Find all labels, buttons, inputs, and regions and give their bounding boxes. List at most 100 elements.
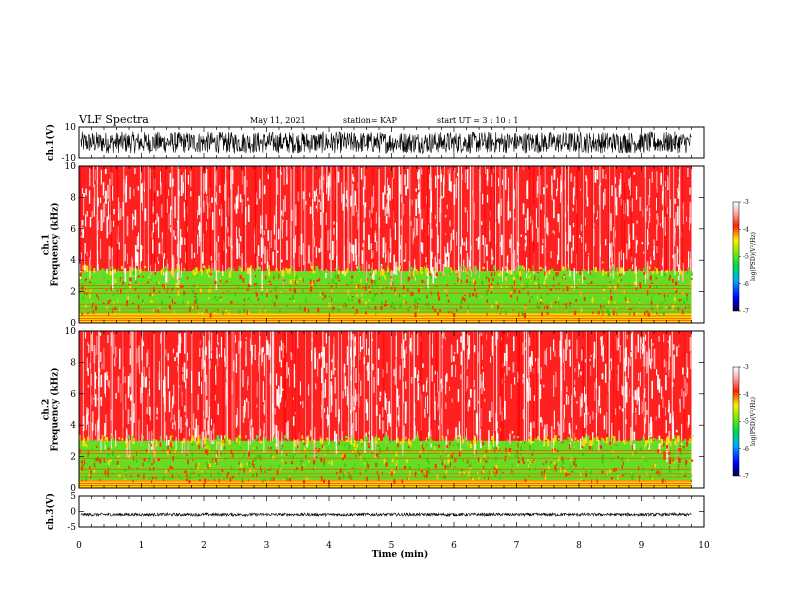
spectral-speckle <box>633 306 635 309</box>
spectral-speckle <box>215 270 218 290</box>
spectral-speckle <box>665 231 667 236</box>
spectral-speckle <box>602 345 604 362</box>
spectral-speckle <box>224 458 227 460</box>
colorbar-label: log(PSD)(V²/Hz) <box>750 397 757 446</box>
spectral-speckle <box>354 313 356 315</box>
spectral-speckle <box>553 276 555 281</box>
spectral-speckle <box>108 312 110 316</box>
spectral-speckle <box>307 477 309 480</box>
spectral-speckle <box>489 470 491 475</box>
spectral-speckle <box>446 268 449 276</box>
spectral-speckle <box>262 437 264 442</box>
spectral-speckle <box>140 387 142 404</box>
spectral-speckle <box>122 202 124 217</box>
spectral-speckle <box>184 415 187 418</box>
spectral-speckle <box>218 252 220 274</box>
spectral-speckle <box>585 217 586 226</box>
spectral-speckle <box>261 225 263 229</box>
spectral-speckle <box>565 277 567 280</box>
spectral-speckle <box>215 458 217 462</box>
spectral-speckle <box>627 459 629 462</box>
spectral-speckle <box>208 463 211 468</box>
spectral-speckle <box>563 275 565 278</box>
spectral-speckle <box>306 440 310 444</box>
spectral-speckle <box>305 200 307 205</box>
spectral-speckle <box>342 431 343 441</box>
spectral-speckle <box>576 401 578 404</box>
spectral-speckle <box>475 436 477 442</box>
spectral-speckle <box>387 414 389 431</box>
spectral-speckle <box>281 388 284 391</box>
spectral-speckle <box>591 479 593 485</box>
spectral-speckle <box>96 420 98 432</box>
spectral-speckle <box>223 283 225 286</box>
spectral-speckle <box>570 457 573 459</box>
spectral-speckle <box>370 250 373 259</box>
spectral-speckle <box>82 295 84 301</box>
spectral-speckle <box>624 295 626 300</box>
spectral-speckle <box>102 276 105 278</box>
spectral-speckle <box>109 459 112 462</box>
spectral-speckle <box>305 455 307 458</box>
spectral-speckle <box>372 363 374 371</box>
spectral-speckle <box>542 268 545 271</box>
spectral-speckle <box>636 220 638 224</box>
spectral-speckle <box>642 336 645 352</box>
spectral-speckle <box>658 306 661 310</box>
spectral-speckle <box>593 269 595 275</box>
spectral-speckle <box>573 460 575 466</box>
spectral-speckle <box>293 470 296 473</box>
spectral-speckle <box>573 268 575 281</box>
spectral-speckle <box>356 293 358 297</box>
spectral-speckle <box>118 465 120 468</box>
spectral-speckle <box>365 399 368 414</box>
spectral-speckle <box>370 243 372 250</box>
spectral-speckle <box>522 409 525 420</box>
spectral-speckle <box>629 358 631 366</box>
spectral-speckle <box>361 441 363 446</box>
spectral-speckle <box>538 305 540 309</box>
spectral-speckle <box>603 284 605 289</box>
spectral-speckle <box>403 381 404 404</box>
spectral-speckle <box>687 471 689 473</box>
spectral-speckle <box>154 271 157 275</box>
spectral-speckle <box>684 438 687 445</box>
spectral-speckle <box>236 226 238 248</box>
spectral-speckle <box>276 177 279 195</box>
spectral-speckle <box>117 456 120 458</box>
spectral-speckle <box>673 354 675 377</box>
figure-title: VLF Spectra <box>78 113 149 126</box>
spectral-speckle <box>460 435 462 456</box>
spectral-speckle <box>477 401 479 404</box>
y-tick-label: 10 <box>65 123 77 133</box>
spectral-speckle <box>111 437 115 445</box>
spectral-speckle <box>90 288 92 292</box>
colorbar-tick-label: -3 <box>743 199 749 206</box>
spectral-speckle <box>115 346 117 358</box>
spectral-speckle <box>485 275 488 279</box>
spectral-speckle <box>184 169 187 182</box>
spectral-speckle <box>542 238 544 244</box>
spectral-speckle <box>431 267 433 275</box>
spectral-speckle <box>319 201 322 210</box>
spectral-speckle <box>184 470 187 474</box>
spectral-speckle <box>666 436 670 443</box>
spectral-speckle <box>600 437 604 445</box>
spectral-speckle <box>544 436 548 440</box>
spectral-speckle <box>585 470 588 473</box>
spectral-speckle <box>107 380 110 387</box>
spectral-speckle <box>314 427 316 443</box>
spectral-speckle <box>327 281 330 285</box>
spectral-speckle <box>165 469 167 475</box>
spectral-speckle <box>80 478 83 482</box>
spectral-speckle <box>491 174 493 187</box>
spectral-speckle <box>465 268 467 272</box>
spectral-speckle <box>299 277 302 280</box>
spectral-speckle <box>429 174 430 190</box>
spectral-speckle <box>446 294 448 297</box>
spectral-speckle <box>269 352 271 358</box>
spectral-speckle <box>149 168 152 189</box>
spectral-speckle <box>347 290 349 296</box>
spectral-speckle <box>104 201 106 218</box>
spectral-speckle <box>260 465 261 471</box>
